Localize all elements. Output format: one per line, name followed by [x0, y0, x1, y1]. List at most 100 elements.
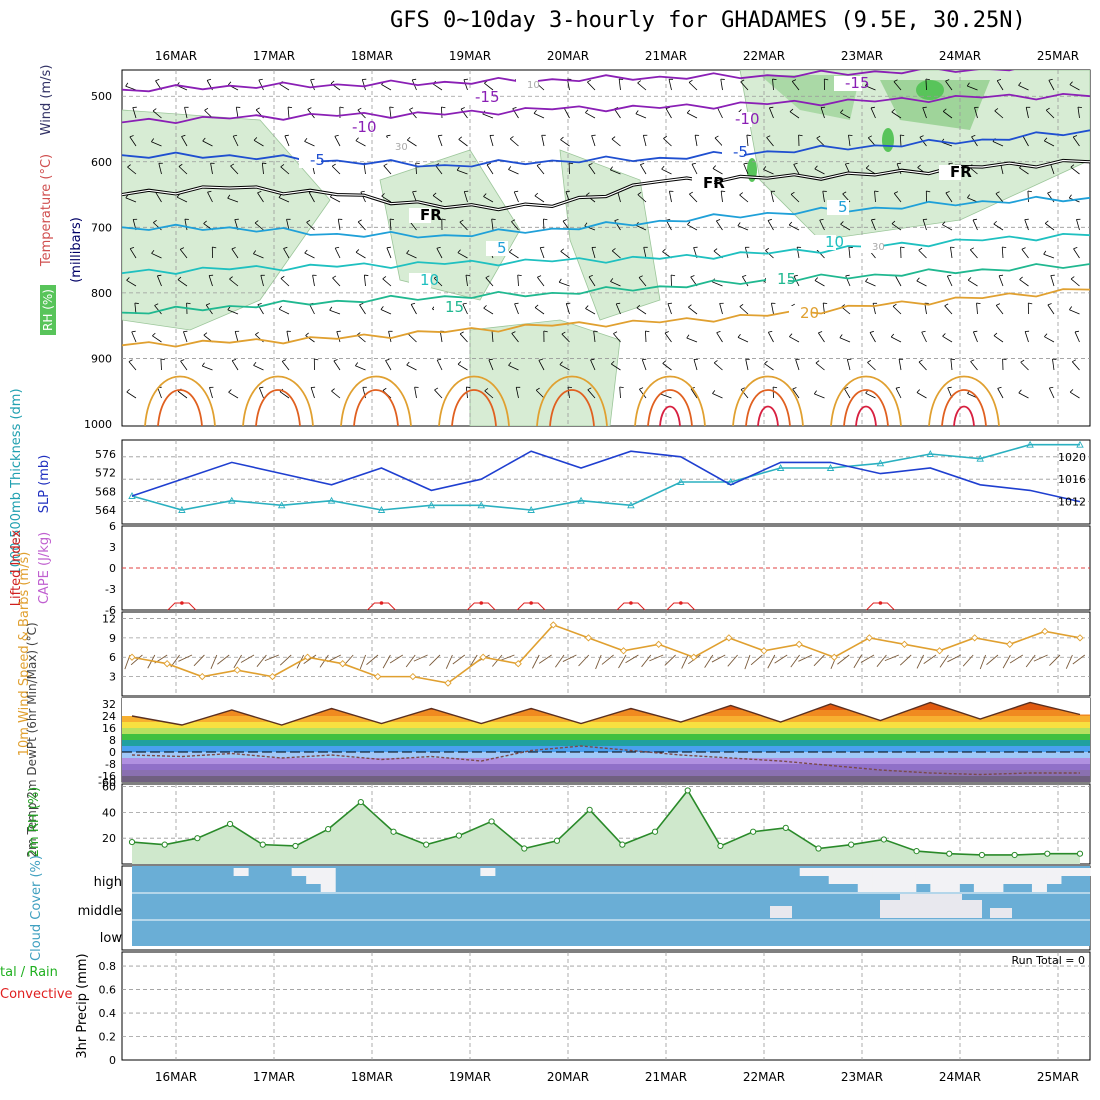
wind-barb-flag: [517, 274, 522, 277]
thickness-point: [377, 506, 386, 513]
wind-barb-flag: [253, 361, 257, 366]
rh2m-point: [1076, 850, 1084, 857]
wind-barb: [687, 224, 698, 231]
wind-barb: [227, 197, 239, 203]
wind-barb: [641, 359, 647, 371]
ylabel-wind10m: 10m Wind Speed & Barbs (m/s): [17, 552, 32, 757]
wind-barb: [561, 333, 570, 343]
wind-barb: [610, 169, 621, 175]
wind-barb: [567, 387, 570, 399]
wind-barb: [585, 112, 596, 119]
contour-label: -15: [475, 88, 500, 106]
wind-barb-flag: [967, 194, 971, 198]
wind-barb-flag: [919, 135, 924, 138]
wind-barb-10m: [1025, 654, 1036, 668]
isotherm-freezing-inner: [122, 159, 1090, 211]
isotherm-surface-arc: [830, 375, 902, 426]
contour-label-bg: [409, 208, 431, 223]
ylabel-cloud: Cloud Cover (%): [29, 855, 44, 961]
wind-barb-flag: [1070, 164, 1075, 168]
rh2m-point: [717, 842, 724, 850]
wind-barb-flag: [688, 79, 693, 83]
wind-barb-flag: [129, 135, 134, 138]
page-title: GFS 0~10day 3-hourly for GHADAMES (9.5E,…: [390, 8, 1026, 33]
wind-speed-point: [619, 647, 628, 655]
wind-barb-10m: [500, 654, 515, 661]
wind-barb: [840, 223, 851, 231]
wind-barb: [865, 85, 876, 91]
wind-barb: [967, 279, 978, 287]
wind-barb: [745, 359, 749, 371]
wind-barb: [334, 247, 341, 259]
date-label-bottom: 16MAR: [155, 1070, 197, 1084]
wind-barb-10m: [1049, 654, 1061, 666]
wind-barb-flag: [925, 78, 930, 81]
wind-barb-10m: [210, 654, 218, 669]
wind-barb: [155, 192, 162, 203]
slp-tick: 1012: [1058, 496, 1086, 509]
wind-barb-flag: [611, 136, 616, 140]
cloud-cover-ticks: high middle low: [78, 875, 123, 946]
wind-barb: [690, 388, 698, 399]
date-label-bottom: 22MAR: [743, 1070, 785, 1084]
wind-speed-point: [900, 640, 909, 648]
wind-barb: [388, 331, 392, 343]
wind-barb: [741, 276, 749, 287]
wind-barb-10m: [774, 654, 788, 664]
wind-barb-flag: [918, 247, 923, 251]
wind-barb-flag: [767, 218, 772, 221]
wind-barb: [764, 363, 774, 371]
wind-barb-flag: [537, 275, 542, 278]
wind-barb-flag: [177, 276, 182, 280]
wind-barb-flag: [152, 332, 156, 337]
wind-barb-flag: [151, 138, 155, 142]
wind-barb-flag: [1069, 389, 1074, 393]
wind-barb-10m: [429, 654, 441, 666]
wind-barb: [259, 387, 264, 399]
wind-barb: [893, 193, 902, 203]
wind-barb-flag: [1043, 250, 1047, 255]
wind-barb: [380, 309, 392, 315]
wind-barb-flag: [737, 333, 741, 338]
wind-barb: [720, 79, 723, 91]
wind-barb: [361, 79, 366, 91]
precip-tick: 0: [109, 1054, 116, 1067]
wind-barb-flag: [768, 330, 773, 333]
wind-barb: [593, 331, 596, 343]
wind-barb: [662, 363, 672, 371]
wind-barb-flag: [865, 165, 870, 169]
wind-barb: [462, 303, 468, 315]
wind-barb-flag: [533, 109, 537, 114]
wind-barb-flag: [716, 330, 721, 334]
wind-barb: [415, 162, 417, 175]
rh-2m-panel: 20 40 60: [102, 781, 1091, 865]
wind-barb: [893, 81, 902, 91]
contour-label-bg: [722, 145, 744, 160]
wind-barb: [843, 388, 851, 399]
wind-barb: [329, 309, 341, 315]
wind-barb-flag: [947, 386, 952, 389]
wind-barb-flag: [305, 332, 309, 336]
wind-barb-flag: [900, 246, 905, 249]
wind-barb: [712, 281, 723, 287]
wind-barb-flag: [916, 277, 920, 282]
wind-barb-flag: [230, 163, 235, 167]
date-label-bottom: 18MAR: [351, 1070, 393, 1084]
rh2m-point: [521, 845, 528, 852]
cloud-gap-middle: [940, 894, 962, 918]
wind-barb: [976, 303, 978, 315]
cloud-gap-high: [944, 868, 960, 892]
wind-barb-flag: [229, 276, 233, 280]
wind-barb: [822, 191, 825, 203]
wind-barb-flag: [773, 386, 778, 389]
wind-barb: [535, 389, 545, 399]
precip-ticks: 0 0.2 0.4 0.6 0.8: [99, 960, 117, 1067]
rh-2m-ticks: 20 40 60: [102, 781, 116, 846]
wind-barb: [253, 364, 264, 371]
contour-label: FR: [703, 174, 725, 192]
wind-barb: [820, 107, 825, 119]
wind-barb-flag: [871, 218, 876, 221]
wind-barb: [406, 252, 417, 259]
thickness-slp-series: [128, 440, 1084, 513]
isotherm-surface-arc: [634, 375, 706, 426]
